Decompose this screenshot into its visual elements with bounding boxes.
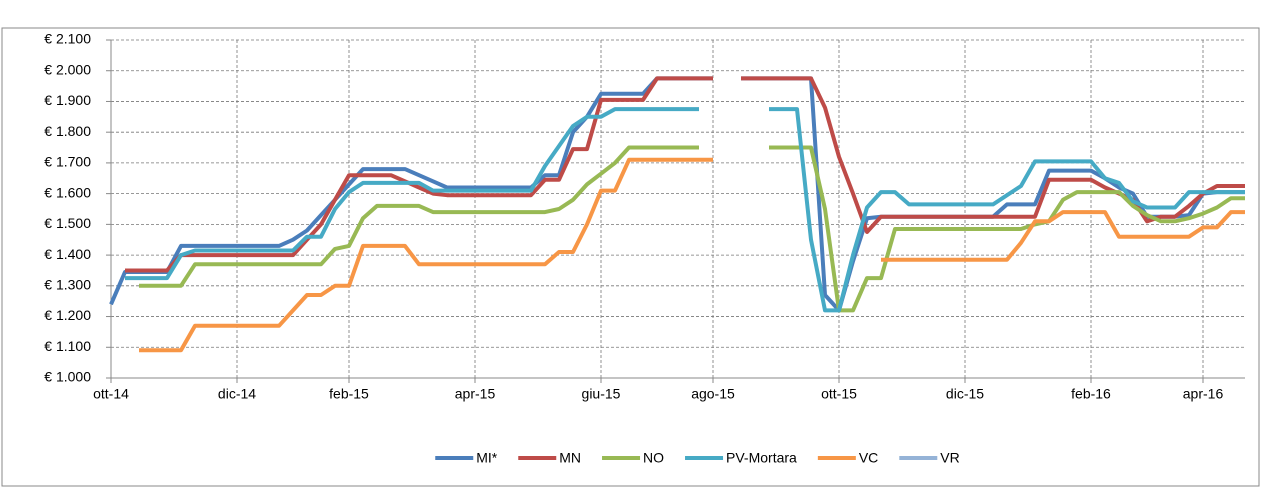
y-tick-label: € 1.400	[44, 246, 91, 262]
x-tick-label: dic-14	[218, 386, 256, 402]
x-tick-label: feb-16	[1071, 386, 1111, 402]
series-line	[125, 76, 1245, 273]
y-tick-label: € 2.100	[44, 31, 91, 47]
legend-label: VC	[859, 450, 878, 466]
x-tick-label: giu-15	[582, 386, 621, 402]
series-line	[139, 145, 1245, 313]
series-line	[125, 107, 1245, 313]
y-tick-label: € 1.200	[44, 307, 91, 323]
series-line	[139, 157, 1245, 353]
legend-label: MN	[559, 450, 581, 466]
x-tick-label: apr-16	[1183, 386, 1224, 402]
y-tick-label: € 1.500	[44, 215, 91, 231]
legend-label: VR	[940, 450, 959, 466]
y-tick-label: € 1.700	[44, 154, 91, 170]
x-tick-label: feb-15	[329, 386, 369, 402]
y-tick-label: € 1.900	[44, 92, 91, 108]
x-tick-label: apr-15	[455, 386, 496, 402]
x-tick-label: ago-15	[691, 386, 735, 402]
y-tick-label: € 1.800	[44, 123, 91, 139]
y-tick-label: € 1.100	[44, 338, 91, 354]
x-tick-label: dic-15	[946, 386, 984, 402]
y-tick-label: € 2.000	[44, 61, 91, 77]
legend-label: NO	[643, 450, 664, 466]
legend-label: PV-Mortara	[726, 450, 797, 466]
y-tick-label: € 1.600	[44, 184, 91, 200]
x-tick-label: ott-15	[821, 386, 857, 402]
y-tick-label: € 1.000	[44, 369, 91, 385]
y-tick-label: € 1.300	[44, 277, 91, 293]
x-tick-label: ott-14	[93, 386, 129, 402]
legend-label: MI*	[476, 450, 498, 466]
